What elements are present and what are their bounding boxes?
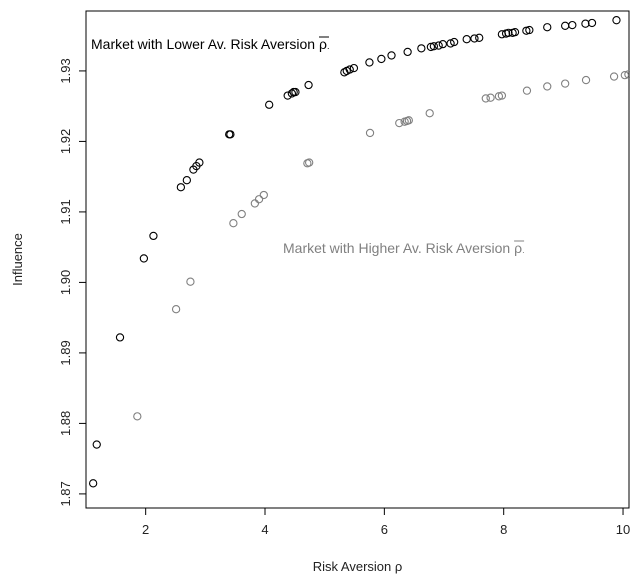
data-point [254,195,264,204]
y-tick-label: 1.89 [58,340,73,365]
data-point [470,34,479,43]
annotation-lower-market-symbol: ρ [319,36,327,52]
data-point [438,39,447,49]
data-point [287,89,297,98]
data-point [609,72,619,81]
data-point [92,440,101,449]
data-point [291,87,300,97]
plot-frame [85,10,630,509]
data-point [450,37,459,47]
data-point [377,54,386,64]
data-point [259,190,268,200]
x-tick-label: 2 [142,522,149,537]
data-point [587,18,597,28]
annotation-higher-market-text: Market with Higher Av. Risk Aversion [283,240,510,256]
x-tick-label: 10 [616,522,630,537]
data-point [305,158,314,167]
annotation-higher-market: Market with Higher Av. Risk Aversion ρ. [283,240,525,256]
data-point [429,42,439,51]
data-point [304,80,313,90]
data-point [345,65,354,74]
data-point [543,82,552,91]
data-point [115,333,125,342]
x-tick-label: 6 [381,522,388,537]
data-point [229,219,238,228]
data-point [265,100,274,109]
data-point [425,109,434,118]
data-point [434,41,443,50]
data-point [581,75,591,85]
data-point [186,277,195,286]
data-point [176,183,186,192]
data-point [195,158,204,167]
annotation-lower-market-text: Market with Lower Av. Risk Aversion [91,36,315,52]
data-point [387,51,396,60]
data-point [568,20,577,30]
y-tick-label: 1.90 [58,270,73,295]
data-point [349,63,359,73]
data-point [365,58,374,67]
data-point [446,39,455,48]
data-point [395,118,404,128]
series-lower-av-risk-aversion [89,16,621,488]
data-point [497,91,507,100]
y-tick-label: 1.87 [58,481,73,506]
x-axis: 2 4 6 8 10 [142,508,630,537]
data-point [624,70,630,79]
y-axis-title: Influence [10,233,25,286]
data-point [522,26,531,35]
data-point [283,91,292,100]
data-point [404,116,413,125]
data-point [250,199,260,208]
data-point [149,231,158,241]
data-point [525,25,534,35]
data-point [171,305,181,314]
annotation-lower-market: Market with Lower Av. Risk Aversion ρ. [91,36,329,52]
y-tick-label: 1.92 [58,129,73,154]
data-point [89,479,98,488]
data-point [510,27,520,37]
data-point [417,44,426,53]
data-point [581,19,590,28]
data-point [504,28,513,38]
data-point [486,93,495,102]
data-point [182,176,191,185]
annotation-higher-market-label: Market with Higher Av. Risk Aversion ρ. [283,240,525,256]
data-point [365,128,375,138]
data-point [133,412,142,421]
x-tick-label: 4 [261,522,268,537]
data-point [543,23,552,32]
x-tick-label: 8 [500,522,507,537]
data-point [620,71,629,80]
data-point [226,130,235,139]
data-point [237,209,246,219]
data-point [426,42,436,52]
data-point [494,92,504,101]
data-point [561,21,570,30]
data-point [462,35,471,44]
data-point [139,254,149,263]
x-axis-title: Risk Aversion ρ [313,559,403,574]
y-tick-label: 1.93 [58,58,73,83]
data-point [522,86,532,95]
y-tick-label: 1.88 [58,411,73,436]
data-point [481,94,490,103]
annotation-higher-market-symbol: ρ [514,240,522,256]
series-higher-av-risk-aversion [133,70,630,421]
data-point [475,33,484,42]
annotation-lower-market-label: Market with Lower Av. Risk Aversion ρ. [91,36,329,52]
data-point [403,47,412,57]
y-axis: 1.87 1.88 1.89 1.90 1.91 1.92 1.93 [58,58,86,507]
data-point [612,16,621,25]
y-tick-label: 1.91 [58,199,73,224]
data-point [561,79,570,88]
